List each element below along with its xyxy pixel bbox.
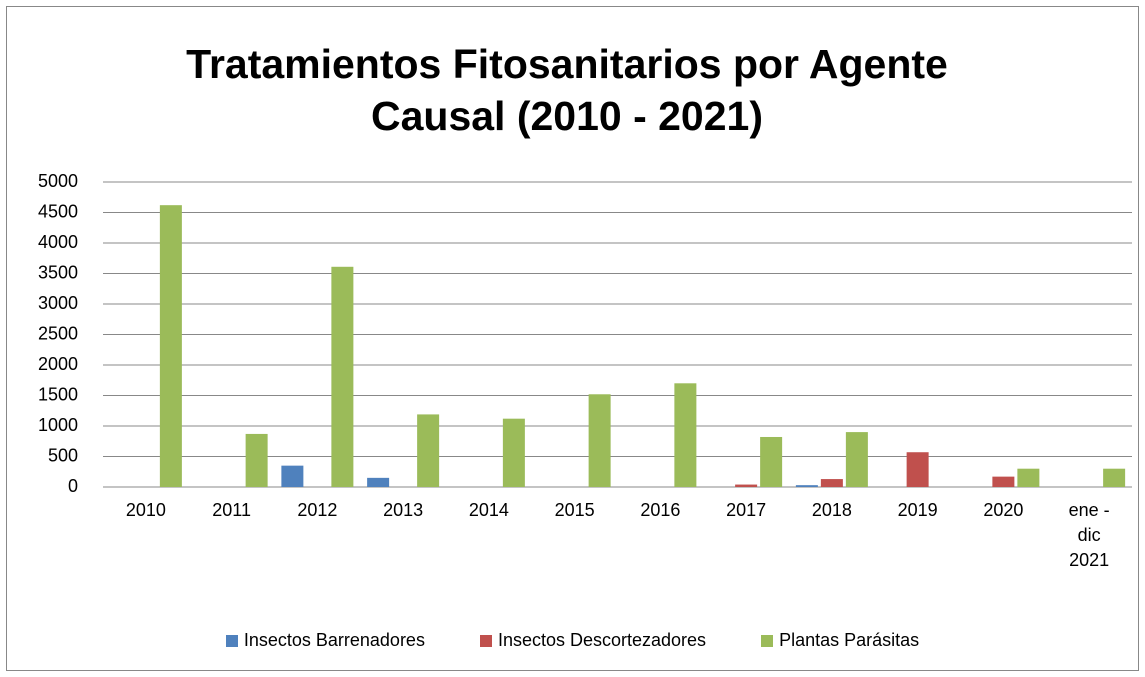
legend-item: Insectos Descortezadores: [479, 630, 707, 651]
x-tick-label: 2017: [726, 500, 767, 520]
bar: [417, 414, 440, 487]
y-tick-label: 0: [68, 476, 78, 496]
x-tick-label: 2018: [811, 500, 852, 520]
y-tick-label: 1000: [38, 415, 78, 435]
bar: [760, 436, 783, 487]
y-tick-label: 3500: [38, 262, 78, 282]
bar: [795, 485, 818, 487]
bar: [735, 484, 758, 487]
bar: [159, 205, 182, 487]
bar: [845, 432, 868, 487]
x-tick-label: 2012: [297, 500, 338, 520]
x-tick-label: 2011: [212, 500, 251, 520]
x-tick-label: 2010: [125, 500, 166, 520]
y-tick-label: 2000: [38, 354, 78, 374]
bar: [820, 479, 843, 487]
y-tick-label: 4000: [38, 232, 78, 252]
legend: Insectos Barrenadores Insectos Descorteza…: [0, 630, 1145, 651]
bar: [367, 477, 390, 487]
y-tick-label: 500: [48, 445, 78, 465]
bar: [245, 433, 268, 487]
chart-title: Tratamientos Fitosanitarios por Agente C…: [186, 41, 948, 139]
bar: [281, 465, 304, 487]
bar: [906, 452, 929, 487]
bar: [588, 394, 611, 487]
y-tick-label: 4500: [38, 201, 78, 221]
x-tick-label: 2016: [640, 500, 681, 520]
x-tick-label: 2015: [554, 500, 595, 520]
legend-label: Insectos Descortezadores: [497, 630, 707, 650]
x-tick-label: ene - dic 2021: [1068, 500, 1110, 570]
legend-item: Insectos Barrenadores: [225, 630, 425, 651]
legend-swatch: [479, 634, 492, 647]
bar: [1017, 468, 1040, 487]
y-tick-label: 1500: [38, 384, 78, 404]
chart-border: [6, 6, 1139, 671]
x-tick-label: 2014: [468, 500, 509, 520]
legend-item: Plantas Parásitas: [761, 630, 919, 651]
bar: [331, 266, 354, 487]
legend-label: Insectos Barrenadores: [243, 630, 425, 650]
legend-swatch: [225, 634, 238, 647]
bar: [674, 383, 697, 487]
x-tick-label: 2019: [897, 500, 938, 520]
bar: [1103, 468, 1126, 487]
bar: [992, 476, 1015, 487]
x-tick-label: 2013: [383, 500, 424, 520]
y-tick-label: 2500: [38, 323, 78, 343]
x-tick-label: 2020: [983, 500, 1024, 520]
legend-label: Plantas Parásitas: [779, 630, 920, 650]
legend-swatch: [761, 634, 774, 647]
y-tick-label: 3000: [38, 293, 78, 313]
bar: [502, 418, 525, 487]
y-tick-label: 5000: [38, 171, 78, 191]
